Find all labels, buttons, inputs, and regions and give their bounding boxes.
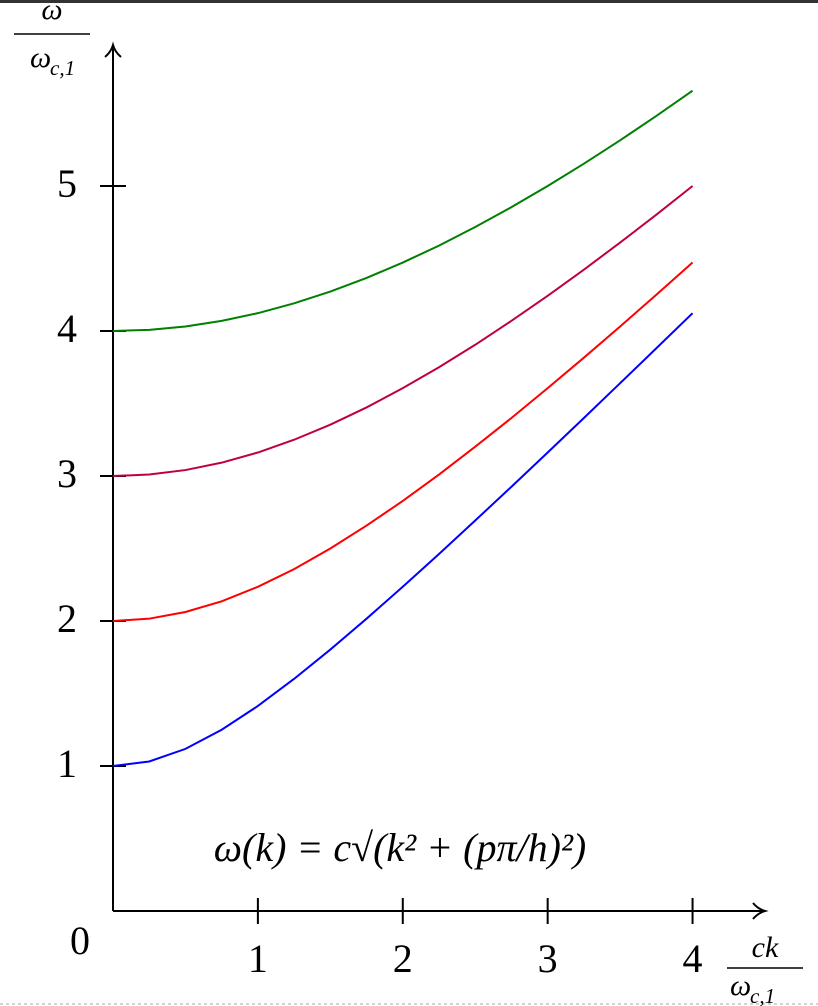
x-tick-label: 2 (393, 936, 413, 981)
y-tick-label: 2 (57, 596, 77, 641)
curve (112, 185, 694, 477)
y-tick-label: 3 (57, 451, 77, 496)
x-tick-label: 0 (70, 918, 90, 963)
y-label-numerator: ω (41, 0, 62, 26)
y-tick-label: 5 (57, 161, 77, 206)
top-border (0, 0, 818, 3)
formula: ω(k) = c√(k² + (pπ/h)²) (214, 825, 587, 870)
x-tick-label: 1 (248, 936, 268, 981)
y-label-subscript: c,1 (50, 56, 75, 80)
y-label-denominator: ω (30, 41, 51, 74)
x-label-numerator: ck (752, 931, 779, 964)
x-label-denominator: ω (730, 969, 751, 1002)
curve (112, 89, 694, 332)
x-label-subscript: c,1 (750, 984, 775, 1006)
x-axis-arrow (752, 902, 769, 920)
y-axis-arrow (104, 41, 122, 58)
x-tick-label: 4 (683, 936, 703, 981)
curve (112, 312, 694, 767)
y-tick-label: 4 (57, 306, 77, 351)
y-tick-label: 1 (57, 741, 77, 786)
x-tick-label: 3 (538, 936, 558, 981)
curve (112, 261, 694, 622)
